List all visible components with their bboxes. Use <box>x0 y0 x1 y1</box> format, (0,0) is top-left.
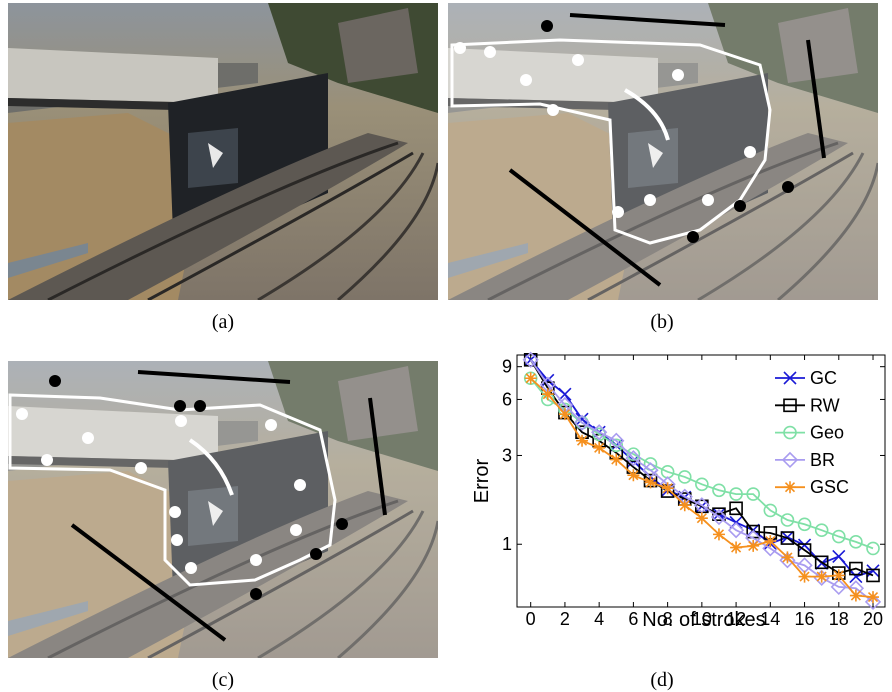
legend-label: RW <box>810 395 840 415</box>
legend-marker <box>784 481 796 493</box>
photo-b <box>448 3 878 300</box>
marker <box>627 469 639 481</box>
caption: (b) <box>650 311 673 333</box>
marker <box>730 542 742 554</box>
x-tick-label: 0 <box>526 609 536 629</box>
x-tick-label: 14 <box>760 609 780 629</box>
marker <box>679 499 691 511</box>
marker <box>781 551 793 563</box>
marker <box>833 569 845 581</box>
marker <box>593 442 605 454</box>
legend-label: BR <box>810 450 835 470</box>
legend-label: GSC <box>810 477 849 497</box>
marker <box>850 590 862 602</box>
photo-c <box>8 361 438 658</box>
marker <box>645 476 657 488</box>
marker <box>559 408 571 420</box>
figure: (a) (b) (c) (d) No. of strokes Error 024… <box>0 0 892 692</box>
y-tick-label: 6 <box>502 389 512 409</box>
x-tick-label: 18 <box>829 609 849 629</box>
marker <box>696 512 708 524</box>
marker <box>610 454 622 466</box>
y-axis-label: Error <box>471 458 493 503</box>
caption: (d) <box>650 669 673 691</box>
caption: (a) <box>212 311 234 333</box>
marker <box>867 591 879 603</box>
marker <box>525 372 537 384</box>
legend-label: Geo <box>810 423 844 443</box>
photo-a <box>8 3 438 300</box>
marker <box>576 435 588 447</box>
y-tick-label: 9 <box>502 357 512 377</box>
legend-label: GC <box>810 368 837 388</box>
x-tick-label: 6 <box>628 609 638 629</box>
marker <box>816 571 828 583</box>
x-tick-label: 16 <box>795 609 815 629</box>
x-tick-label: 8 <box>663 609 673 629</box>
x-tick-label: 12 <box>726 609 746 629</box>
marker <box>662 482 674 494</box>
marker <box>747 540 759 552</box>
x-tick-label: 4 <box>594 609 604 629</box>
marker <box>713 528 725 540</box>
y-tick-label: 3 <box>502 445 512 465</box>
y-tick-label: 1 <box>502 534 512 554</box>
marker <box>764 535 776 547</box>
x-tick-label: 10 <box>692 609 712 629</box>
caption: (c) <box>212 669 234 691</box>
marker <box>542 388 554 400</box>
x-tick-label: 20 <box>863 609 883 629</box>
marker <box>799 571 811 583</box>
x-tick-label: 2 <box>560 609 570 629</box>
